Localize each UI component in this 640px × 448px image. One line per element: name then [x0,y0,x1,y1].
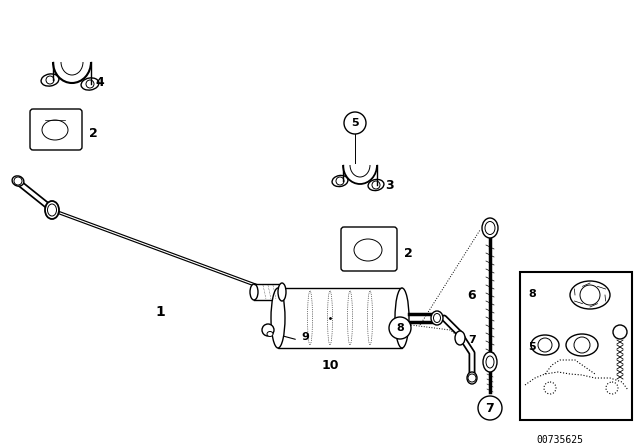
Ellipse shape [483,352,497,372]
Text: 00735625: 00735625 [536,435,584,445]
FancyBboxPatch shape [30,109,82,150]
Text: 5: 5 [528,342,536,352]
FancyBboxPatch shape [341,227,397,271]
Circle shape [389,317,411,339]
Ellipse shape [45,201,59,219]
Ellipse shape [433,314,440,323]
Text: 2: 2 [88,126,97,139]
Ellipse shape [395,288,409,348]
Ellipse shape [12,176,24,186]
Ellipse shape [531,335,559,355]
Ellipse shape [81,78,99,90]
Ellipse shape [332,176,348,186]
Text: 7: 7 [486,401,494,414]
Ellipse shape [42,120,68,140]
Text: 8: 8 [528,289,536,299]
Ellipse shape [431,311,443,325]
Ellipse shape [47,204,56,216]
Ellipse shape [262,324,274,336]
Circle shape [478,396,502,420]
Ellipse shape [250,284,258,300]
Ellipse shape [267,332,273,336]
Ellipse shape [368,179,384,190]
Bar [278,288,402,348]
Ellipse shape [482,218,498,238]
Circle shape [344,112,366,134]
Ellipse shape [467,372,477,384]
Ellipse shape [41,74,59,86]
Ellipse shape [566,334,598,356]
Text: 9: 9 [301,332,309,342]
Bar [520,272,632,420]
Text: 4: 4 [95,76,104,89]
Ellipse shape [485,221,495,234]
Ellipse shape [455,331,465,345]
Ellipse shape [354,239,382,261]
Ellipse shape [271,288,285,348]
Ellipse shape [570,281,610,309]
Text: 5: 5 [351,118,359,128]
Text: 2: 2 [404,246,412,259]
Text: 7: 7 [468,335,476,345]
Text: 8: 8 [396,323,404,333]
Text: 3: 3 [386,178,394,191]
Ellipse shape [486,356,494,368]
Ellipse shape [278,283,286,301]
Text: 6: 6 [468,289,476,302]
Ellipse shape [613,325,627,339]
Text: 1: 1 [155,305,165,319]
Text: 10: 10 [321,358,339,371]
